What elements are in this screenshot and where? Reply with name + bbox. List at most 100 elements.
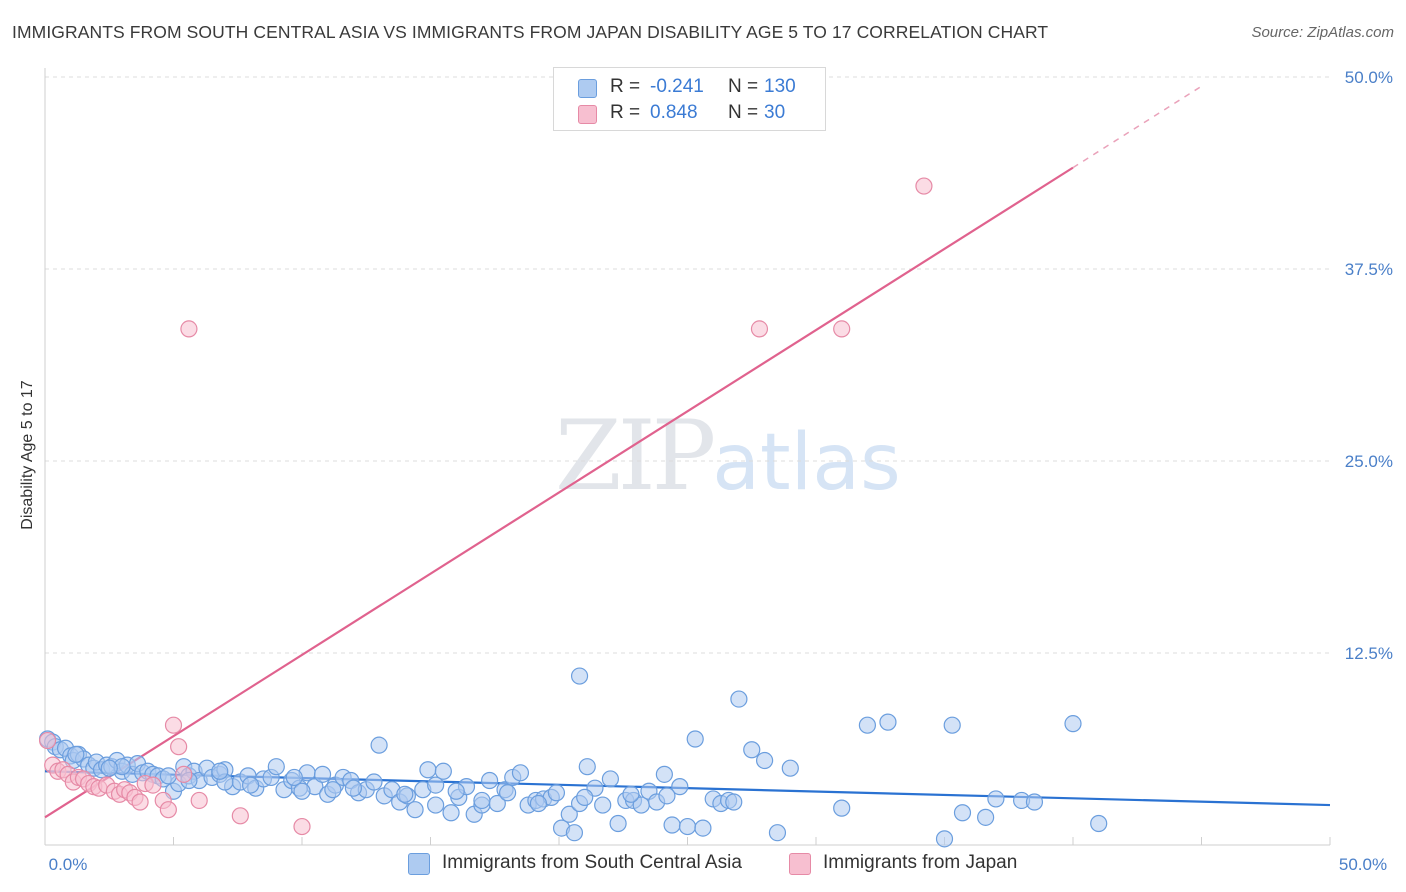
point-south-central-asia — [686, 730, 704, 748]
point-south-central-asia — [576, 788, 594, 806]
legend-swatch-pink — [578, 105, 597, 124]
point-japan — [180, 320, 198, 338]
legend-n-value: 30 — [764, 102, 786, 123]
point-south-central-asia — [547, 784, 566, 802]
point-japan — [915, 177, 933, 195]
bottom-legend-label: Immigrants from Japan — [823, 852, 1018, 873]
y-tick-label: 12.5% — [1345, 644, 1393, 663]
watermark-atlas: atlas — [712, 418, 901, 508]
point-south-central-asia — [663, 816, 681, 834]
point-south-central-asia — [768, 824, 787, 842]
point-south-central-asia — [67, 745, 85, 763]
point-south-central-asia — [159, 767, 177, 785]
watermark-zip: ZIP — [555, 400, 716, 512]
legend-r-value: -0.241 — [650, 76, 704, 97]
point-south-central-asia — [419, 761, 437, 779]
point-south-central-asia — [578, 758, 596, 776]
point-south-central-asia — [313, 765, 332, 783]
point-south-central-asia — [442, 804, 460, 822]
point-south-central-asia — [511, 764, 530, 782]
point-south-central-asia — [678, 817, 697, 836]
x-tick-label: 0.0% — [49, 855, 88, 874]
point-japan — [170, 738, 188, 756]
chart-title: IMMIGRANTS FROM SOUTH CENTRAL ASIA VS IM… — [12, 22, 1049, 42]
watermark: ZIPatlas — [555, 400, 901, 512]
point-south-central-asia — [730, 690, 748, 708]
point-south-central-asia — [365, 773, 383, 791]
point-south-central-asia — [499, 784, 517, 802]
legend-r-value: 0.848 — [650, 102, 698, 123]
trend-line-japan — [44, 166, 1074, 819]
point-south-central-asia — [987, 790, 1005, 808]
point-japan — [131, 793, 149, 811]
point-south-central-asia — [447, 782, 465, 800]
point-south-central-asia — [427, 796, 445, 814]
point-south-central-asia — [755, 751, 774, 770]
point-south-central-asia — [594, 796, 612, 814]
point-south-central-asia — [344, 779, 362, 797]
point-south-central-asia — [943, 716, 961, 734]
point-japan — [833, 320, 851, 338]
point-south-central-asia — [570, 667, 589, 685]
y-tick-label: 25.0% — [1345, 452, 1393, 471]
legend-swatch-blue — [578, 79, 597, 98]
point-south-central-asia — [560, 805, 578, 823]
point-south-central-asia — [285, 768, 303, 787]
point-south-central-asia — [725, 793, 743, 811]
point-south-central-asia — [1090, 814, 1108, 833]
point-japan — [190, 791, 208, 810]
point-south-central-asia — [427, 776, 445, 794]
data-points — [38, 177, 1108, 848]
legend-r-label: R = — [610, 76, 641, 97]
trend-line-japan-extension — [1072, 85, 1202, 169]
legend-n-value: 130 — [764, 76, 796, 97]
point-south-central-asia — [833, 799, 851, 817]
point-south-central-asia — [370, 736, 388, 754]
point-south-central-asia — [953, 804, 972, 822]
axes — [44, 68, 1331, 846]
point-japan — [164, 716, 183, 734]
point-japan — [38, 731, 57, 750]
point-south-central-asia — [977, 808, 995, 826]
point-south-central-asia — [324, 781, 342, 799]
grid-lines — [45, 76, 1330, 654]
point-south-central-asia — [622, 785, 640, 803]
point-south-central-asia — [434, 762, 452, 780]
legend-n-label: N = — [728, 76, 759, 97]
point-south-central-asia — [781, 759, 799, 777]
legend-r-label: R = — [610, 102, 641, 123]
tick-labels: 12.5% 25.0% 37.5% 50.0% 0.0% 50.0% — [49, 68, 1393, 874]
point-south-central-asia — [473, 791, 491, 810]
point-south-central-asia — [1025, 793, 1044, 811]
point-japan — [293, 817, 311, 836]
point-japan — [159, 801, 177, 819]
point-south-central-asia — [879, 713, 897, 731]
point-south-central-asia — [396, 785, 414, 803]
bottom-legend-swatch-blue — [408, 853, 430, 875]
point-south-central-asia — [694, 819, 712, 837]
bottom-legend-swatch-pink — [789, 853, 811, 875]
point-south-central-asia — [100, 759, 118, 777]
y-tick-label: 37.5% — [1345, 260, 1393, 279]
point-south-central-asia — [211, 762, 229, 780]
point-japan — [750, 320, 769, 338]
point-south-central-asia — [671, 778, 689, 796]
point-south-central-asia — [529, 794, 548, 813]
x-tick-label: 50.0% — [1339, 855, 1387, 874]
point-south-central-asia — [935, 830, 954, 848]
y-tick-label: 50.0% — [1345, 68, 1393, 87]
point-south-central-asia — [609, 814, 627, 833]
point-south-central-asia — [267, 758, 285, 776]
point-south-central-asia — [655, 765, 673, 783]
point-south-central-asia — [601, 770, 620, 788]
point-south-central-asia — [481, 771, 499, 790]
point-japan — [231, 807, 249, 825]
point-south-central-asia — [242, 776, 260, 794]
bottom-legend-label: Immigrants from South Central Asia — [442, 852, 742, 873]
point-south-central-asia — [293, 782, 311, 800]
point-south-central-asia — [406, 801, 424, 819]
point-japan — [175, 765, 193, 783]
trend-lines — [44, 85, 1331, 819]
point-japan — [144, 776, 162, 794]
